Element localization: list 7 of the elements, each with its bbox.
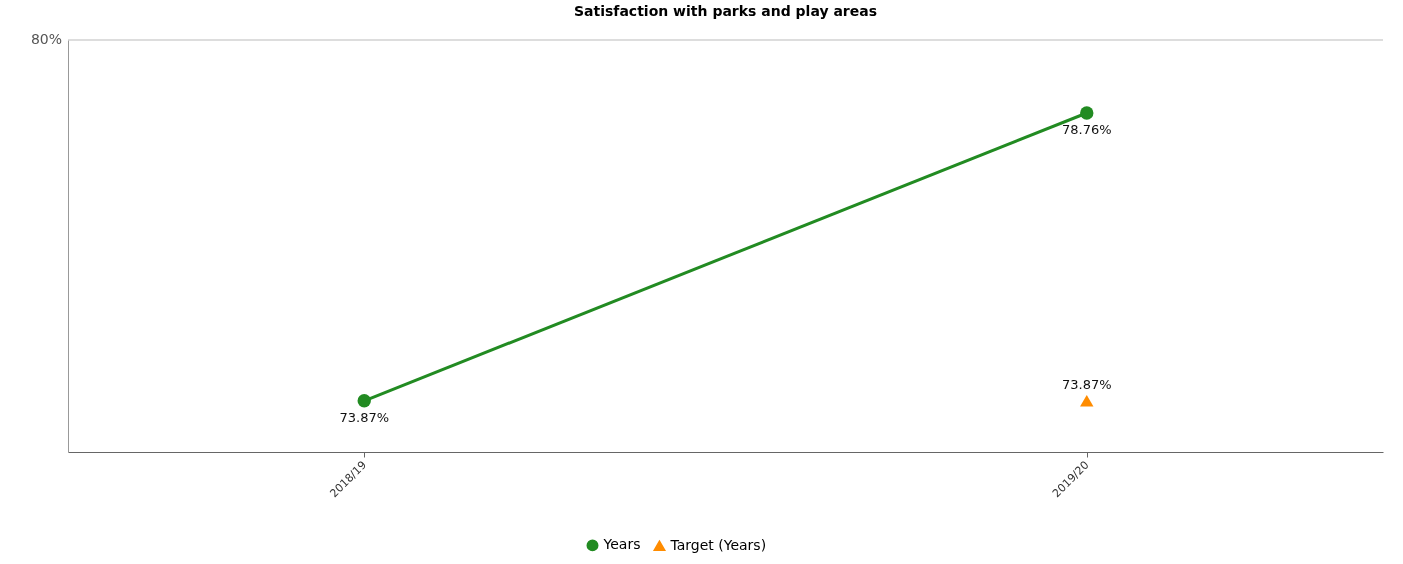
data-label: 78.76% — [1061, 121, 1112, 137]
chart-title: Satisfaction with parks and play areas — [573, 3, 878, 19]
legend-label: Target (Years) — [669, 536, 767, 553]
data-label: 73.87% — [1061, 376, 1112, 392]
legend-label: Years — [602, 536, 641, 553]
data-label: 73.87% — [339, 409, 390, 425]
ref-line-label: 80% — [30, 31, 62, 47]
